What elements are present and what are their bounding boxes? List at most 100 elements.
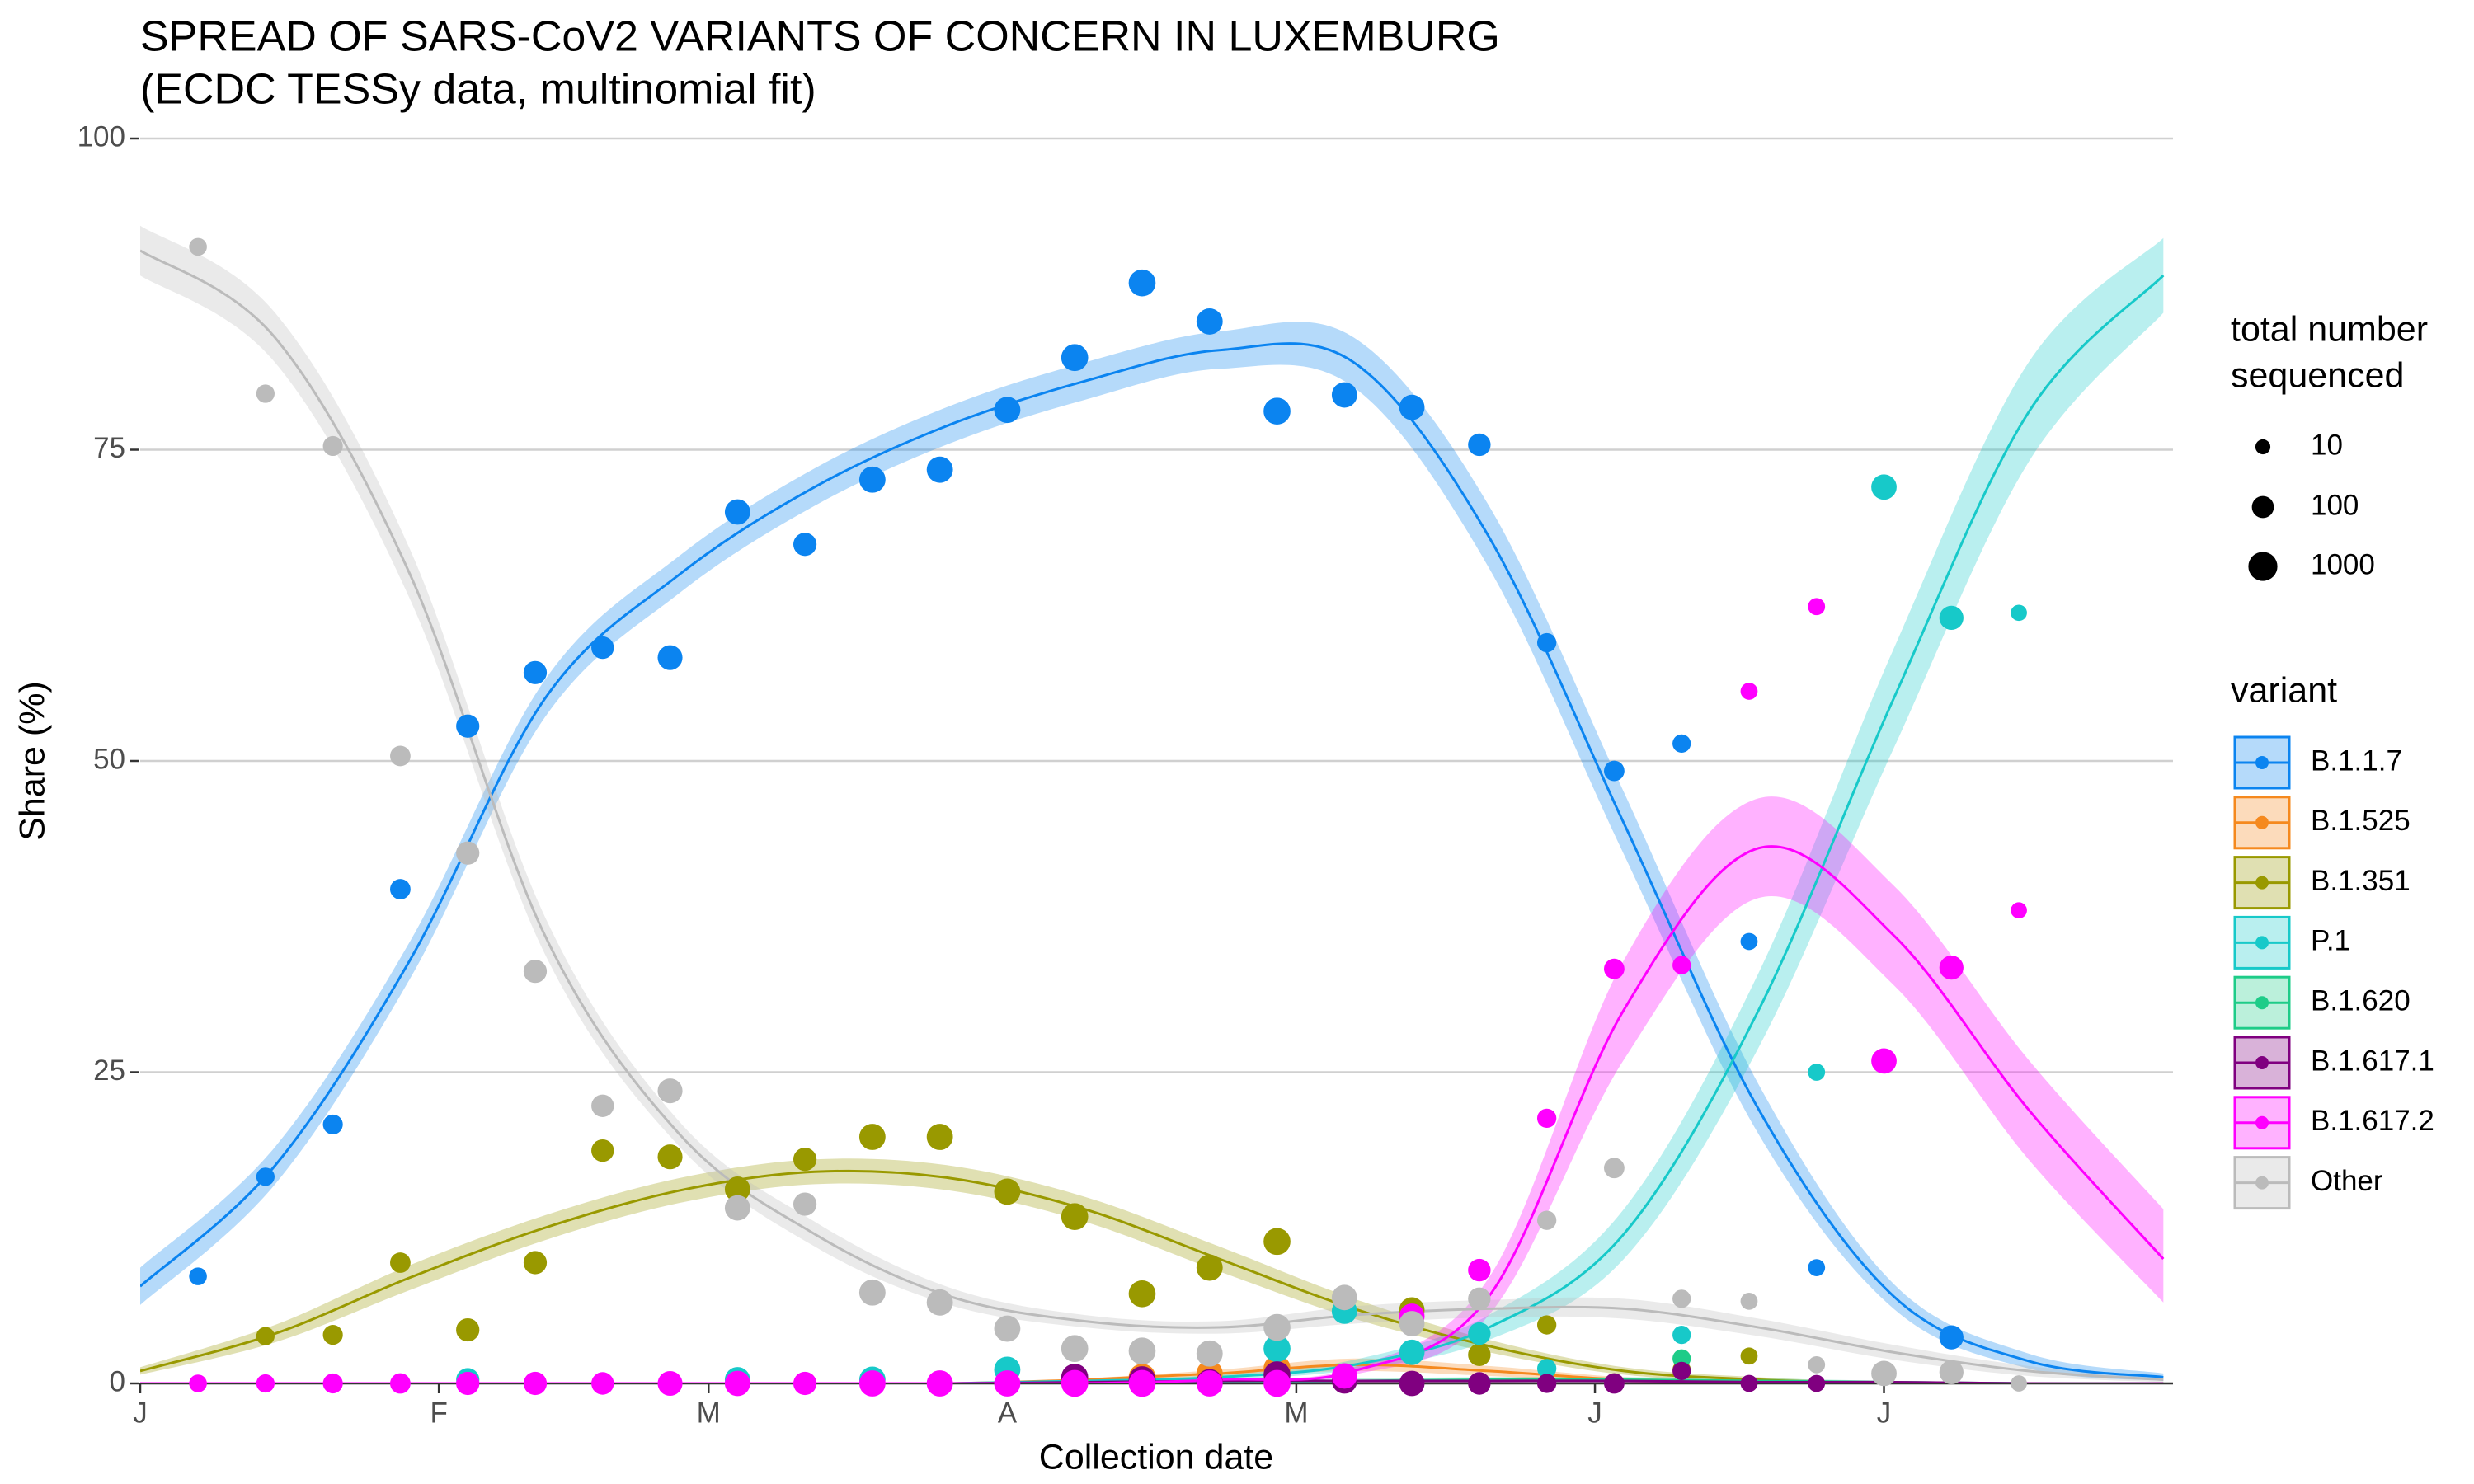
data-point	[1468, 1287, 1491, 1311]
data-point	[189, 1267, 207, 1285]
data-point	[1468, 433, 1491, 457]
legend-key-dot	[2255, 756, 2269, 769]
data-point	[1808, 598, 1826, 616]
data-point	[1536, 1359, 1557, 1378]
size-legend-label: 10	[2311, 429, 2343, 461]
data-point	[724, 1176, 750, 1202]
data-point	[523, 660, 548, 684]
data-point	[657, 1144, 683, 1170]
legend-label: B.1.617.2	[2311, 1105, 2434, 1137]
data-point	[1468, 1258, 1491, 1282]
data-point	[256, 1327, 275, 1345]
data-point	[1061, 1335, 1089, 1363]
data-point	[1196, 308, 1223, 335]
data-point	[926, 1370, 953, 1397]
data-point	[858, 466, 886, 493]
data-point	[1740, 932, 1758, 951]
data-point	[657, 1078, 683, 1104]
data-point	[456, 714, 480, 738]
data-point	[1196, 1370, 1223, 1397]
data-point	[1740, 1347, 1758, 1365]
data-point	[390, 745, 411, 767]
data-point	[1399, 1370, 1425, 1397]
legend-key-dot	[2255, 1056, 2269, 1069]
data-point	[1399, 1339, 1425, 1365]
data-point	[1939, 605, 1964, 630]
data-point	[1399, 394, 1425, 420]
data-point	[724, 1195, 750, 1221]
chart-subtitle: (ECDC TESSy data, multinomial fit)	[140, 66, 816, 114]
data-point	[1871, 474, 1897, 500]
data-point	[1196, 1254, 1223, 1281]
y-tick-label: 0	[110, 1365, 125, 1397]
data-point	[1468, 1322, 1491, 1345]
data-point	[1672, 734, 1691, 753]
data-point	[994, 397, 1021, 424]
data-point	[322, 1373, 343, 1394]
legend-label: B.1.525	[2311, 805, 2411, 837]
legend-label: B.1.351	[2311, 865, 2411, 897]
data-point	[1128, 1369, 1156, 1397]
data-point	[1331, 1363, 1357, 1389]
data-point	[1536, 1108, 1557, 1129]
data-point	[1061, 1203, 1089, 1230]
data-point	[926, 1124, 953, 1150]
x-tick-label: M	[697, 1397, 721, 1429]
data-point	[1536, 1210, 1557, 1230]
data-point	[456, 841, 480, 865]
data-point	[2011, 1375, 2027, 1392]
data-point	[1604, 760, 1625, 782]
data-point	[591, 1372, 614, 1395]
color-legend-title: variant	[2231, 670, 2337, 710]
size-legend-dot	[2251, 495, 2274, 519]
data-point	[1871, 1360, 1897, 1387]
data-point	[1740, 683, 1758, 700]
data-point	[322, 1325, 343, 1345]
data-point	[1468, 1343, 1491, 1366]
data-point	[1263, 397, 1291, 425]
legend-key-dot	[2255, 936, 2269, 950]
data-point	[1061, 1369, 1089, 1397]
legend-label: P.1	[2311, 925, 2350, 957]
data-point	[858, 1370, 886, 1397]
x-tick-label: A	[998, 1397, 1018, 1429]
points	[189, 237, 2027, 1397]
data-point	[523, 960, 548, 984]
data-point	[1536, 1374, 1557, 1393]
y-tick-label: 75	[93, 432, 125, 464]
size-legend-label: 1000	[2311, 548, 2375, 580]
data-point	[994, 1370, 1021, 1397]
legend-label: Other	[2311, 1165, 2383, 1197]
y-tick-label: 100	[78, 120, 125, 153]
size-legend-dot	[2248, 552, 2278, 581]
data-point	[1672, 1325, 1691, 1345]
data-point	[1263, 1369, 1291, 1397]
data-point	[2011, 902, 2027, 919]
data-point	[1672, 1289, 1691, 1308]
confidence-band	[140, 225, 2164, 1383]
data-point	[1939, 956, 1964, 980]
data-point	[1808, 1355, 1826, 1374]
data-point	[1939, 1360, 1964, 1385]
data-point	[256, 384, 275, 403]
data-point	[1468, 1372, 1491, 1395]
data-point	[1604, 1373, 1625, 1394]
fit-line	[140, 249, 2164, 1381]
size-legend-dot	[2255, 439, 2271, 455]
data-point	[390, 1252, 411, 1273]
data-point	[1672, 956, 1691, 974]
data-point	[858, 1279, 886, 1306]
data-point	[1263, 1313, 1291, 1341]
legend-label: B.1.620	[2311, 984, 2411, 1017]
legend-key-dot	[2255, 996, 2269, 1010]
legend-label: B.1.1.7	[2311, 744, 2402, 777]
size-legend-title: total number	[2231, 309, 2428, 349]
data-point	[456, 1317, 480, 1342]
legend-key-dot	[2255, 1115, 2269, 1129]
data-point	[256, 1374, 275, 1393]
data-point	[189, 237, 207, 256]
data-point	[1331, 382, 1357, 408]
data-point	[1128, 1280, 1156, 1308]
data-point	[523, 1251, 548, 1275]
